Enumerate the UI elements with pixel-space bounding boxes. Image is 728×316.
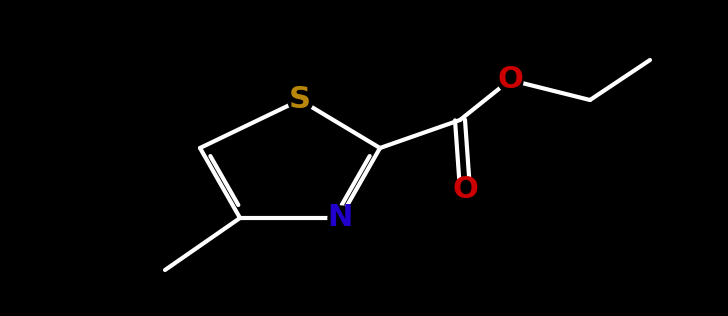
Text: O: O [497, 65, 523, 94]
Text: O: O [452, 175, 478, 204]
Text: N: N [328, 204, 352, 233]
Text: S: S [289, 86, 311, 114]
